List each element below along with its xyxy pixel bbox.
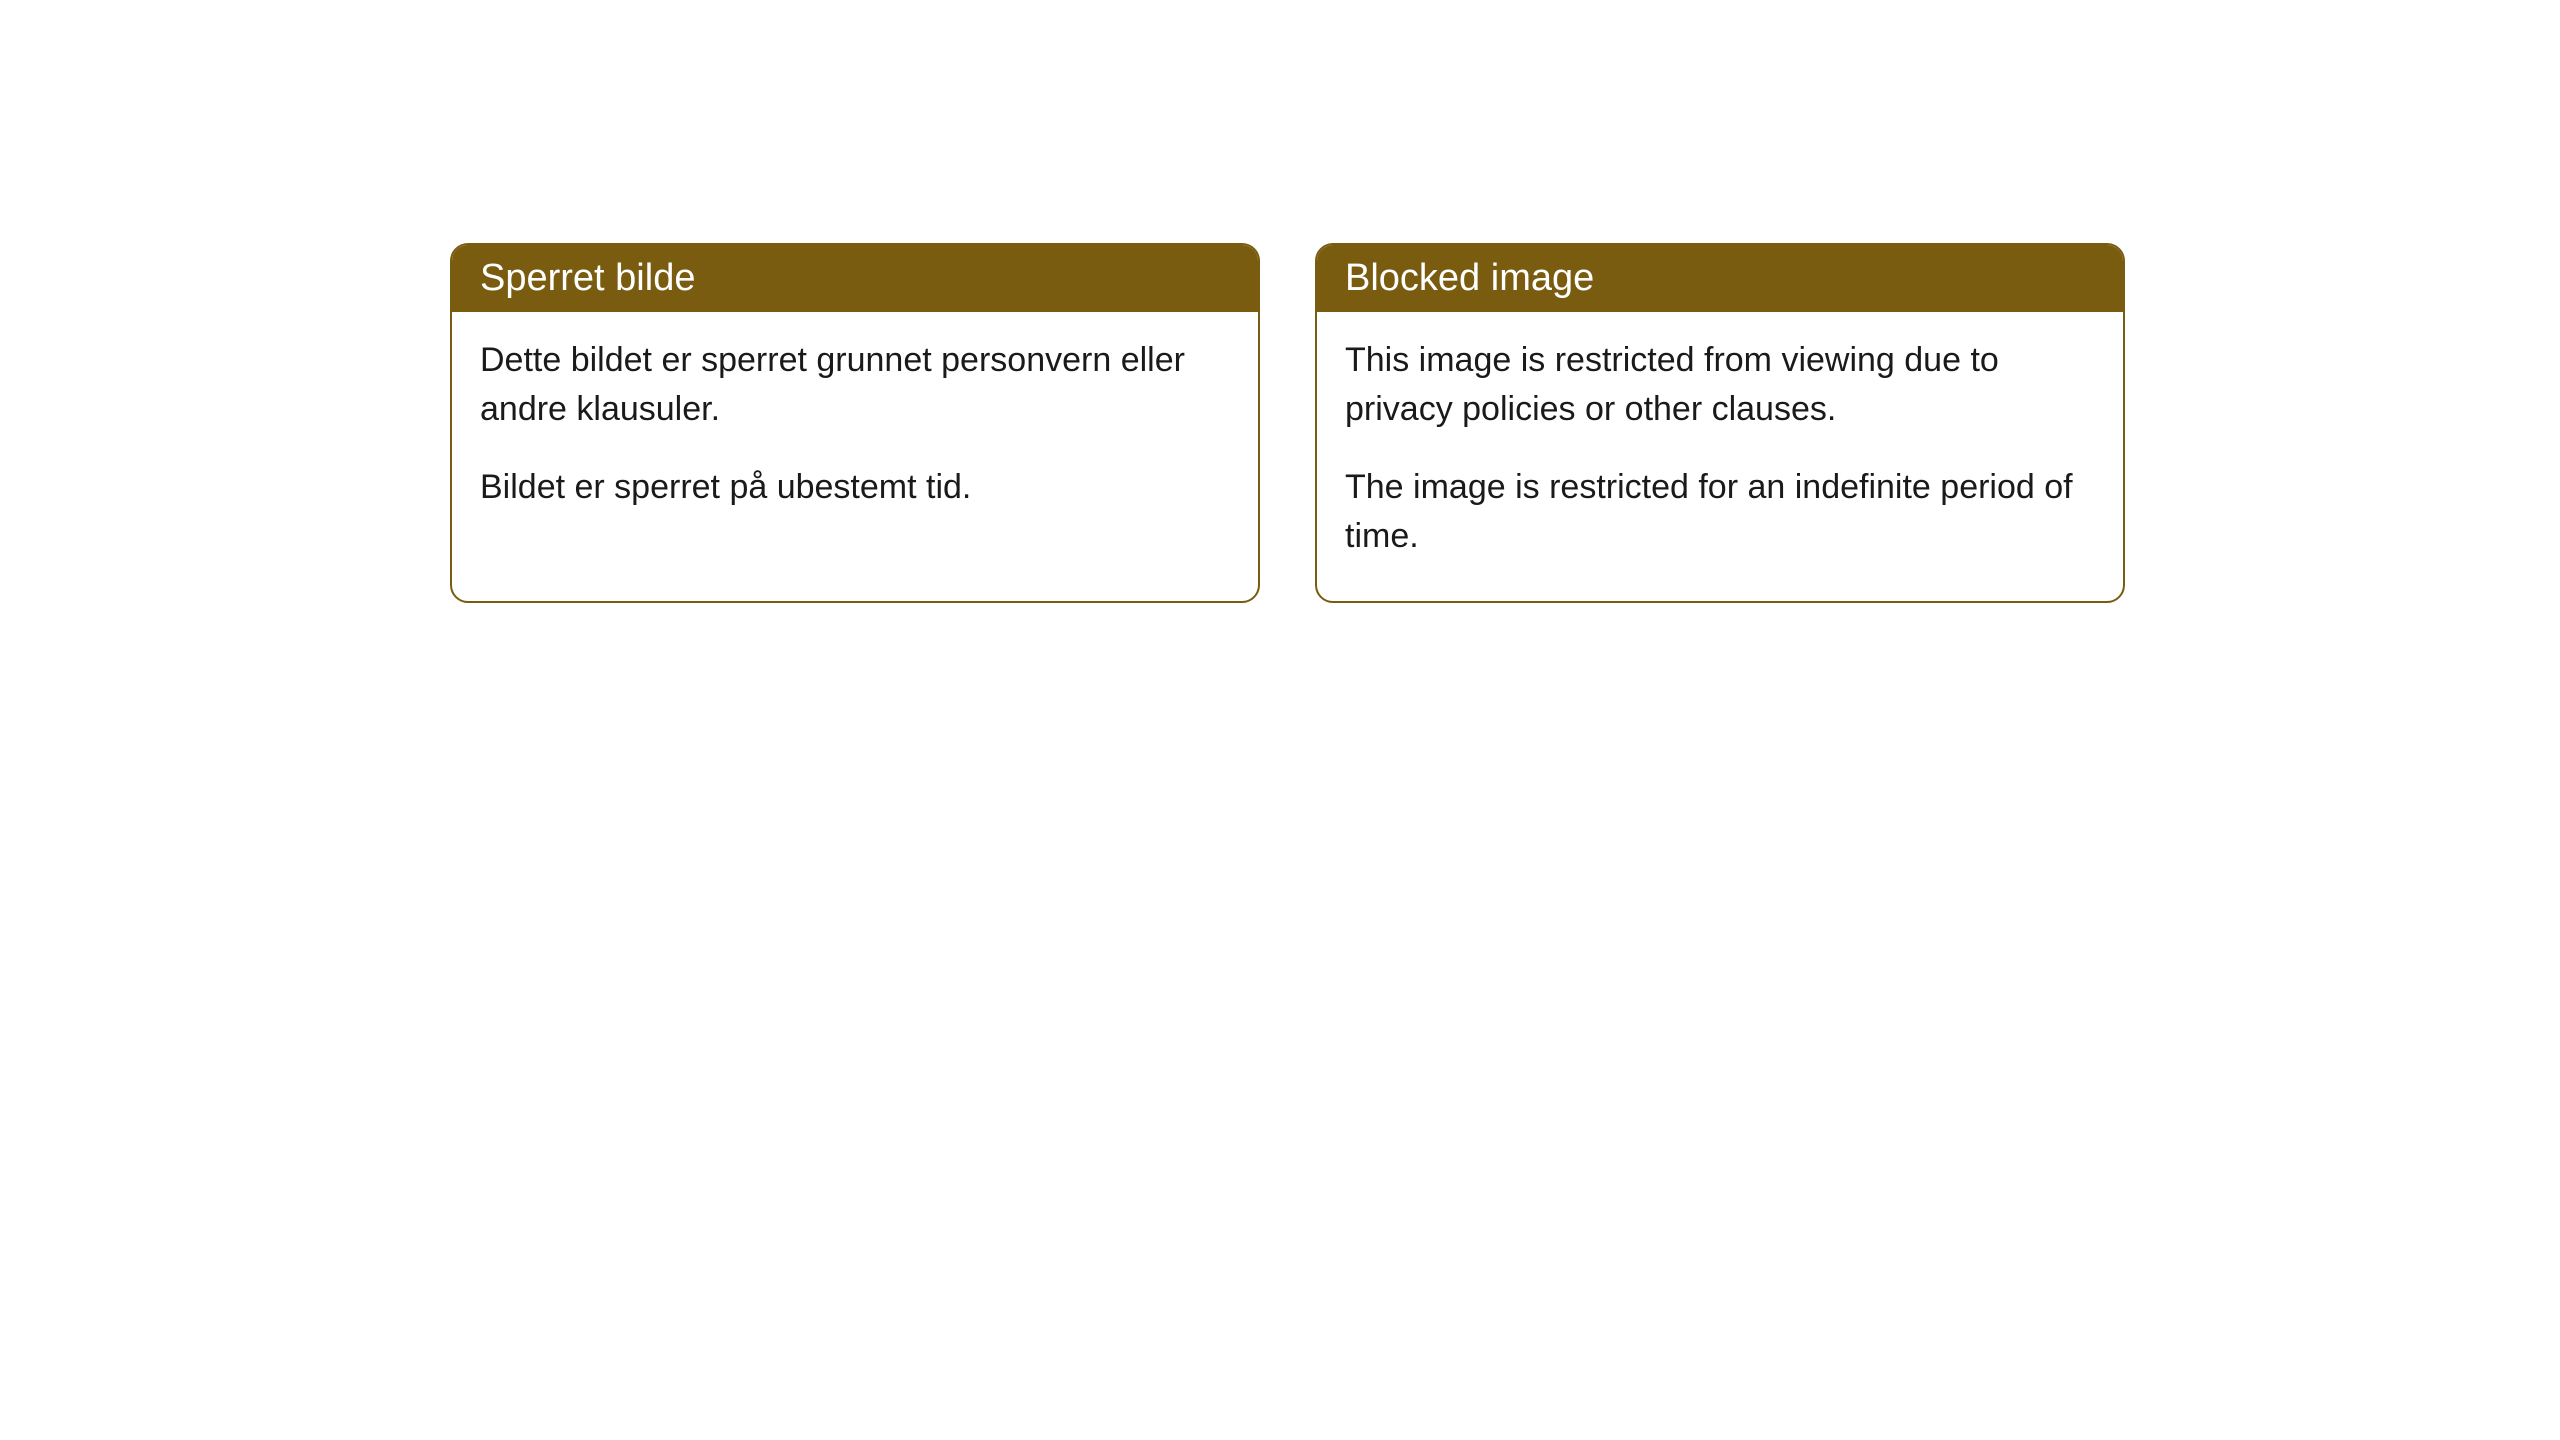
card-paragraph: Bildet er sperret på ubestemt tid. bbox=[480, 463, 1230, 512]
notice-cards-container: Sperret bilde Dette bildet er sperret gr… bbox=[450, 243, 2125, 603]
card-paragraph: This image is restricted from viewing du… bbox=[1345, 336, 2095, 435]
card-header: Sperret bilde bbox=[452, 245, 1258, 312]
notice-card-norwegian: Sperret bilde Dette bildet er sperret gr… bbox=[450, 243, 1260, 603]
card-paragraph: The image is restricted for an indefinit… bbox=[1345, 463, 2095, 562]
card-paragraph: Dette bildet er sperret grunnet personve… bbox=[480, 336, 1230, 435]
card-title: Blocked image bbox=[1345, 257, 1594, 299]
card-body: Dette bildet er sperret grunnet personve… bbox=[452, 312, 1258, 552]
card-title: Sperret bilde bbox=[480, 257, 695, 299]
card-header: Blocked image bbox=[1317, 245, 2123, 312]
card-body: This image is restricted from viewing du… bbox=[1317, 312, 2123, 601]
notice-card-english: Blocked image This image is restricted f… bbox=[1315, 243, 2125, 603]
